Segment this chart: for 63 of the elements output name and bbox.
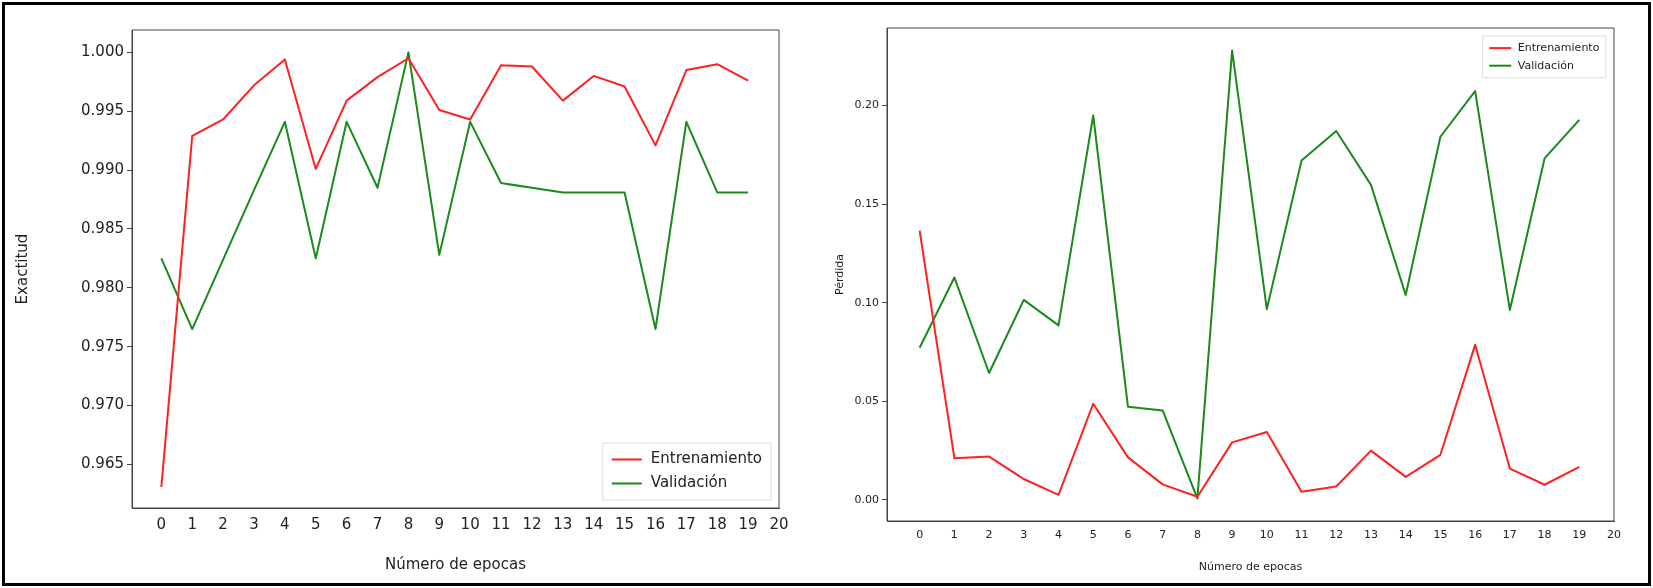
y-tick-label: 0.15 — [854, 197, 879, 211]
x-tick-label: 6 — [1124, 528, 1132, 542]
x-tick-label: 9 — [434, 514, 445, 533]
x-tick-label: 8 — [1193, 528, 1201, 542]
x-axis-title: Número de epocas — [384, 554, 527, 573]
legend-label: Validación — [650, 473, 728, 492]
y-tick-label: 0.20 — [854, 98, 879, 112]
x-tick-label: 19 — [1572, 528, 1587, 542]
x-tick-label: 2 — [985, 528, 993, 542]
y-tick-label: 0.970 — [81, 395, 124, 414]
x-tick-label: 17 — [1502, 528, 1517, 542]
x-tick-label: 13 — [1363, 528, 1378, 542]
x-tick-label: 12 — [1329, 528, 1344, 542]
x-tick-label: 15 — [615, 514, 635, 533]
x-tick-label: 17 — [676, 514, 696, 533]
x-tick-label: 1 — [187, 514, 197, 533]
x-tick-label: 9 — [1228, 528, 1236, 542]
y-tick-label: 0.990 — [81, 159, 124, 178]
x-tick-label: 0 — [916, 528, 924, 542]
x-axis-title: Número de epocas — [1198, 560, 1303, 574]
y-tick-label: 0.965 — [81, 454, 124, 473]
x-tick-label: 18 — [1537, 528, 1552, 542]
y-axis-title: Pérdida — [833, 253, 847, 296]
x-tick-label: 16 — [645, 514, 666, 533]
y-tick-label: 0.00 — [854, 492, 879, 506]
x-tick-label: 19 — [738, 514, 758, 533]
legend-label: Validación — [1517, 58, 1574, 72]
y-axis-title: Exactitud — [12, 233, 31, 305]
x-tick-label: 5 — [1089, 528, 1097, 542]
x-tick-label: 14 — [1398, 528, 1413, 542]
y-tick-label: 0.05 — [854, 394, 879, 408]
legend-label: Entrenamiento — [1517, 40, 1600, 54]
x-tick-label: 15 — [1433, 528, 1448, 542]
x-tick-label: 10 — [460, 514, 480, 533]
x-tick-label: 12 — [522, 514, 542, 533]
x-tick-label: 11 — [1294, 528, 1309, 542]
x-tick-label: 1 — [950, 528, 958, 542]
x-tick-label: 7 — [372, 514, 383, 533]
y-tick-label: 1.000 — [81, 42, 124, 61]
x-tick-label: 0 — [156, 514, 167, 533]
x-tick-label: 2 — [218, 514, 228, 533]
legend-label: Entrenamiento — [650, 449, 763, 468]
x-tick-label: 20 — [1607, 528, 1621, 542]
y-tick-label: 0.985 — [81, 218, 124, 237]
y-tick-label: 0.995 — [81, 101, 124, 120]
x-tick-label: 6 — [341, 514, 352, 533]
x-tick-label: 20 — [769, 514, 789, 533]
x-tick-label: 13 — [553, 514, 573, 533]
y-tick-label: 0.10 — [854, 295, 879, 309]
x-tick-label: 11 — [491, 514, 511, 533]
y-tick-label: 0.975 — [81, 336, 124, 355]
x-tick-label: 14 — [584, 514, 604, 533]
x-tick-label: 5 — [310, 514, 321, 533]
y-tick-label: 0.980 — [81, 277, 124, 296]
x-tick-label: 18 — [707, 514, 727, 533]
x-tick-label: 8 — [403, 514, 414, 533]
x-tick-label: 4 — [280, 514, 290, 533]
x-tick-label: 3 — [1020, 528, 1028, 542]
x-tick-label: 16 — [1468, 528, 1483, 542]
x-tick-label: 10 — [1259, 528, 1274, 542]
x-tick-label: 4 — [1055, 528, 1063, 542]
x-tick-label: 7 — [1159, 528, 1167, 542]
x-tick-label: 3 — [249, 514, 259, 533]
